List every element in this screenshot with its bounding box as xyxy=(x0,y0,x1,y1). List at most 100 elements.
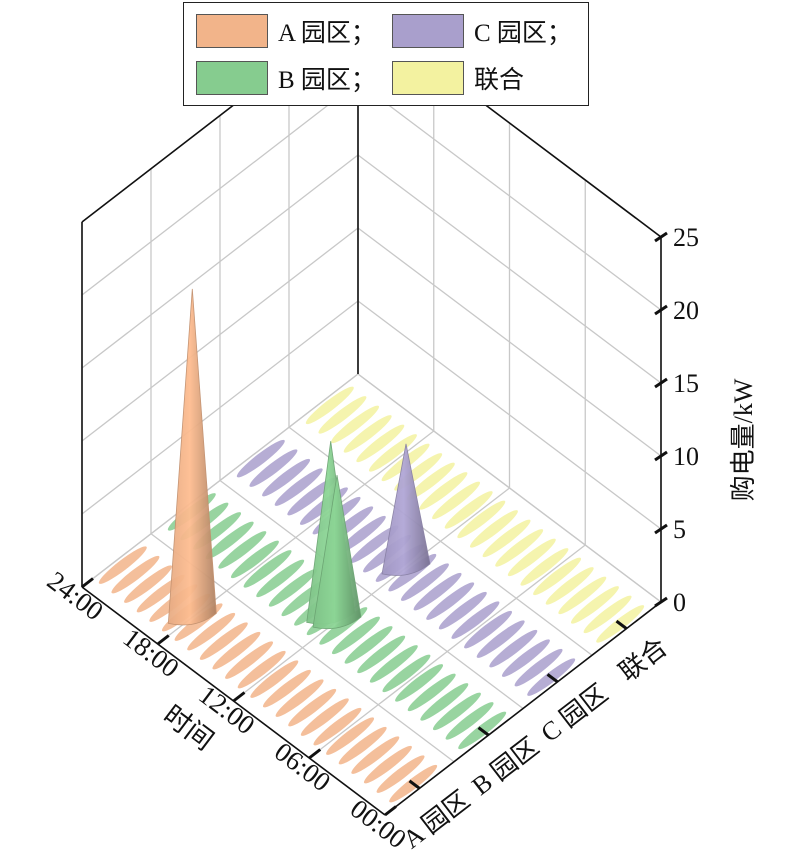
category-tick-mark xyxy=(615,619,628,630)
floor-ripple xyxy=(98,546,147,584)
floor-ripple xyxy=(350,525,399,563)
floor-ripple xyxy=(469,510,518,548)
gridline-floor xyxy=(357,373,662,603)
floor-ripple xyxy=(464,610,513,649)
floor-ripple xyxy=(451,601,500,639)
floor-ripple xyxy=(363,745,412,784)
floor-ripple xyxy=(489,629,538,668)
category-tick-mark xyxy=(546,673,559,684)
floor-ripple xyxy=(218,531,267,569)
floor-ripple xyxy=(395,664,444,702)
floor-ripple xyxy=(111,555,160,594)
floor-ripple xyxy=(438,591,487,630)
z-tick-mark xyxy=(654,596,668,608)
floor-ripple xyxy=(533,557,582,596)
floor-ripple xyxy=(406,462,455,501)
floor-ripple xyxy=(287,477,336,516)
floor-ripple xyxy=(457,500,506,539)
peaks xyxy=(167,288,431,630)
peak-B-园区-12:00 xyxy=(312,475,362,630)
floor-ripple xyxy=(444,491,493,529)
floor-ripple xyxy=(420,683,469,721)
legend-item-b: B 园区； xyxy=(196,60,376,96)
floor-ripple xyxy=(368,434,417,472)
category-axis-line xyxy=(384,601,662,816)
gridline-floor xyxy=(288,426,593,656)
floor-ripple xyxy=(237,650,286,689)
z-tick-label: 20 xyxy=(673,296,699,325)
legend-swatch-c xyxy=(392,14,464,48)
floor-ripple xyxy=(124,565,173,603)
floor-ripple xyxy=(376,755,425,793)
floor-ripple xyxy=(318,396,367,434)
floor-ripple xyxy=(230,540,279,579)
floor-ripple xyxy=(351,736,400,774)
time-tick-mark xyxy=(384,805,397,817)
gridline-floor xyxy=(219,479,524,710)
legend-swatch-a xyxy=(196,14,268,48)
floor-ripple xyxy=(344,626,393,664)
time-tick-mark xyxy=(232,691,246,703)
floor-ripple xyxy=(419,472,468,510)
floor-ripple xyxy=(331,616,380,655)
legend-item-a: A 园区； xyxy=(196,13,376,49)
z-tick-label: 0 xyxy=(673,588,686,617)
legend-label-a: A 园区； xyxy=(278,20,376,47)
floor-ripple xyxy=(326,717,375,755)
floor-ripple xyxy=(445,702,494,740)
floor-ripple xyxy=(413,572,462,611)
floor-ripple xyxy=(482,519,531,558)
floor-ripple xyxy=(583,595,632,634)
z-tick-mark xyxy=(654,450,668,462)
z-axis-label: 购电量/kW xyxy=(729,378,758,501)
legend-item-c: C 园区； xyxy=(392,13,572,49)
floor-ripple xyxy=(400,563,449,601)
floor-ripple xyxy=(249,449,298,487)
legend-label-b: B 园区； xyxy=(278,67,376,94)
floor-ripple xyxy=(545,567,594,605)
legend-label-joint: 联合 xyxy=(474,67,525,94)
ripple-floor xyxy=(98,386,645,803)
floor-ripple xyxy=(275,679,324,717)
floor-ripple xyxy=(262,669,311,708)
floor-ripple xyxy=(300,698,349,736)
z-tick-label: 15 xyxy=(673,369,699,398)
floor-ripple xyxy=(507,538,556,577)
floor-ripple xyxy=(343,415,392,453)
z-tick-label: 10 xyxy=(673,442,699,471)
floor-ripple xyxy=(288,688,337,727)
floor-ripple xyxy=(501,639,550,677)
floor-ripple xyxy=(250,660,299,698)
floor-ripple xyxy=(514,648,563,687)
floor-ripple xyxy=(495,529,544,567)
floor-ripple xyxy=(356,424,405,463)
floor-ripple xyxy=(199,622,248,660)
floor-ripple xyxy=(187,612,236,651)
z-tick-label: 25 xyxy=(673,223,699,252)
floor-ripple xyxy=(305,386,354,425)
floor-ripple xyxy=(338,726,387,765)
peak-A-园区-18:00 xyxy=(167,288,217,626)
category-tick-mark xyxy=(477,726,490,737)
floor-ripple xyxy=(476,620,525,658)
floor-ripple xyxy=(313,707,362,746)
floor-ripple xyxy=(520,548,569,586)
floor-ripple xyxy=(225,641,274,679)
floor-ripple xyxy=(236,439,285,478)
category-tick-label: 联合 xyxy=(614,633,673,688)
floor-ripple xyxy=(331,405,380,444)
z-tick-mark xyxy=(654,231,668,243)
floor-ripple xyxy=(256,559,305,598)
floor-ripple xyxy=(205,521,254,560)
floor-ripple xyxy=(357,635,406,674)
floor-ripple xyxy=(558,576,607,615)
z-tick-label: 5 xyxy=(673,515,686,544)
floor-ripple xyxy=(432,481,481,520)
floor-ripple xyxy=(382,654,431,693)
legend-swatch-b xyxy=(196,61,268,95)
peak-C-园区-12:00 xyxy=(381,443,431,576)
floor-ripple xyxy=(337,515,386,554)
floor-ripple xyxy=(212,631,261,670)
z-tick-mark xyxy=(654,377,668,389)
